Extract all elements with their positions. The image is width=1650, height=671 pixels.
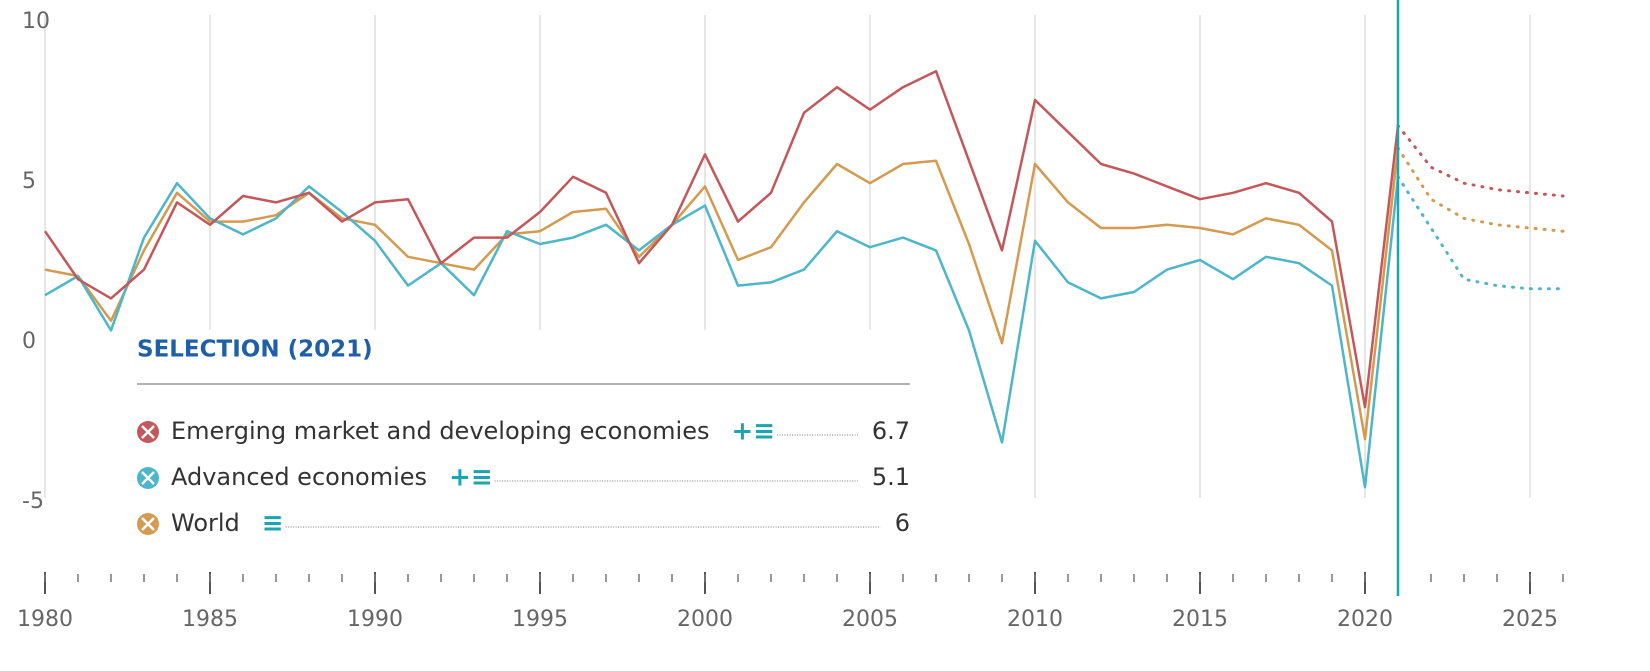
- x-tick-label: 2015: [1172, 607, 1228, 632]
- x-tick-label: 2005: [842, 607, 898, 632]
- legend-tools[interactable]: ≡: [262, 509, 284, 539]
- legend-label: Advanced economies: [171, 463, 427, 491]
- legend-label: Emerging market and developing economies: [171, 417, 709, 445]
- legend-row[interactable]: World ≡ 6: [137, 509, 910, 539]
- projection-line: [1396, 124, 1565, 198]
- x-tick-label: 2025: [1502, 607, 1558, 632]
- legend-tools[interactable]: +≡: [731, 417, 775, 447]
- x-tick-label: 1985: [182, 607, 238, 632]
- legend-value: 6.7: [872, 417, 910, 445]
- y-tick-label: -5: [22, 489, 44, 514]
- x-tick-label: 1990: [347, 607, 403, 632]
- series-line: [44, 147, 1400, 441]
- y-tick-label: 0: [22, 329, 36, 354]
- remove-icon: [141, 471, 155, 485]
- legend-row[interactable]: Advanced economies +≡ 5.1: [137, 463, 910, 493]
- selection-title: SELECTION (2021): [137, 337, 373, 363]
- x-tick-label: 2000: [677, 607, 733, 632]
- projection-line: [1396, 175, 1565, 291]
- legend-value: 5.1: [872, 463, 910, 491]
- series-line: [43, 69, 1400, 409]
- projection-line: [1396, 146, 1565, 233]
- series-line: [44, 176, 1400, 489]
- legend-value: 6: [895, 509, 910, 537]
- selection-panel: [115, 330, 925, 545]
- legend-label: World: [171, 509, 240, 537]
- legend-row[interactable]: Emerging market and developing economies…: [137, 417, 910, 447]
- x-tick-label: 1995: [512, 607, 568, 632]
- x-tick-label: 2020: [1337, 607, 1393, 632]
- x-tick-label: 1980: [17, 607, 73, 632]
- y-tick-label: 10: [22, 9, 50, 34]
- x-tick-label: 2010: [1007, 607, 1063, 632]
- legend-tools[interactable]: +≡: [449, 463, 493, 493]
- y-tick-label: 5: [22, 169, 36, 194]
- remove-icon: [141, 517, 155, 531]
- remove-icon: [141, 425, 155, 439]
